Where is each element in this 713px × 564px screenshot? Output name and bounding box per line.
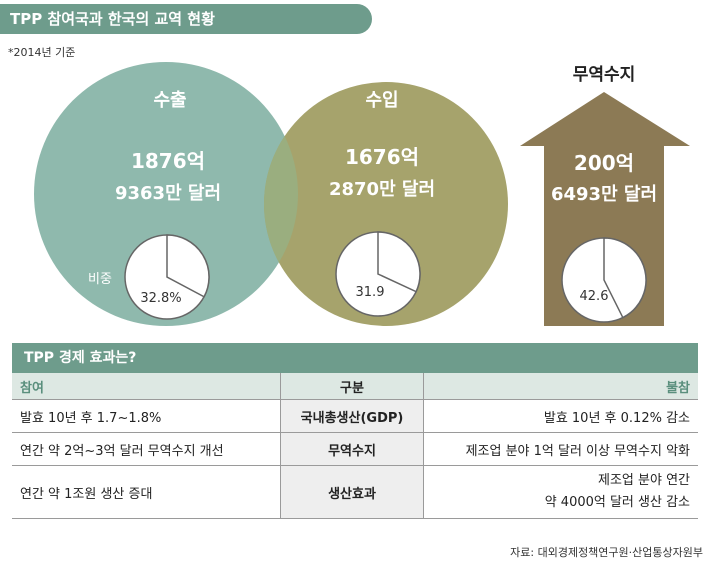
row-production-not-participate: 제조업 분야 연간 약 4000억 달러 생산 감소: [423, 465, 698, 519]
row-production-participate: 연간 약 1조원 생산 증대: [12, 465, 281, 519]
effects-table: 참여 구분 불참 발효 10년 후 1.7~1.8% 국내총생산(GDP) 발효…: [12, 373, 698, 519]
row-trade-participate: 연간 약 2억~3억 달러 무역수지 개선: [12, 432, 281, 466]
export-share-pie: 32.8%: [124, 234, 210, 320]
production-line-1: 제조업 분야 연간: [598, 473, 690, 488]
export-circle: [34, 62, 298, 326]
pie-share-slice: [377, 231, 421, 293]
table-row: 연간 약 2억~3억 달러 무역수지 개선 무역수지 제조업 분야 1억 달러 …: [12, 432, 698, 466]
header-participate: 참여: [12, 373, 281, 400]
pie-share-label: 42.6: [580, 289, 609, 304]
share-label: 비중: [88, 272, 112, 287]
export-amount: 1876억: [131, 149, 205, 173]
pie-share-slice: [603, 237, 647, 319]
pie-share-label: 32.8%: [140, 291, 181, 306]
source-note: 자료: 대외경제정책연구원·산업통상자원부: [510, 546, 703, 559]
balance-amount-2: 6493만 달러: [551, 184, 657, 205]
table-row: 발효 10년 후 1.7~1.8% 국내총생산(GDP) 발효 10년 후 0.…: [12, 399, 698, 433]
balance-amount: 200억: [574, 151, 634, 175]
basis-note: *2014년 기준: [8, 46, 76, 59]
row-gdp-category: 국내총생산(GDP): [280, 399, 424, 433]
table-header-row: 참여 구분 불참: [12, 373, 698, 400]
trade-chart: 무역수지 수출 1876억 9363만 달러 비중 수입 1676억 2870만…: [34, 62, 690, 326]
import-amount: 1676억: [345, 145, 419, 169]
export-title: 수출: [153, 90, 186, 111]
row-production-category: 생산효과: [280, 465, 424, 519]
pie-share-label: 31.9: [356, 285, 385, 300]
table-title: TPP 경제 효과는?: [12, 343, 698, 373]
page-title: TPP 참여국과 한국의 교역 현황: [0, 4, 372, 34]
row-trade-category: 무역수지: [280, 432, 424, 466]
balance-share-pie: 42.6: [561, 237, 647, 323]
import-amount-2: 2870만 달러: [329, 179, 435, 200]
header-category: 구분: [280, 373, 424, 400]
row-gdp-not-participate: 발효 10년 후 0.12% 감소: [423, 399, 698, 433]
row-trade-not-participate: 제조업 분야 1억 달러 이상 무역수지 악화: [423, 432, 698, 466]
balance-arrow: [520, 92, 690, 326]
export-amount-2: 9363만 달러: [115, 183, 221, 204]
table-row: 연간 약 1조원 생산 증대 생산효과 제조업 분야 연간 약 4000억 달러…: [12, 465, 698, 519]
import-share-pie: 31.9: [335, 231, 421, 317]
import-title: 수입: [365, 89, 398, 111]
production-line-2: 약 4000억 달러 생산 감소: [544, 495, 690, 510]
header-not-participate: 불참: [423, 373, 698, 400]
balance-title: 무역수지: [573, 65, 636, 85]
import-circle: [264, 82, 508, 326]
pie-share-slice: [166, 234, 210, 298]
row-gdp-participate: 발효 10년 후 1.7~1.8%: [12, 399, 281, 433]
